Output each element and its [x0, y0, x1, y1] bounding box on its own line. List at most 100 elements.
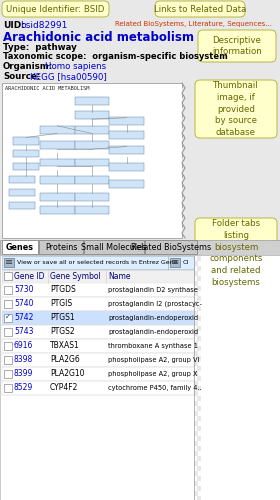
Bar [39, 240, 83, 254]
Text: 6916: 6916 [14, 342, 33, 350]
Text: Taxonomic scope:  organism-specific biosystem: Taxonomic scope: organism-specific biosy… [3, 52, 228, 61]
Text: 5730: 5730 [14, 286, 34, 294]
FancyBboxPatch shape [155, 1, 245, 17]
Bar [194, 341, 198, 346]
Text: prostaglandin D2 synthase: prostaglandin D2 synthase [108, 287, 198, 293]
Bar [182, 168, 186, 173]
Bar [182, 158, 186, 163]
Bar [182, 118, 186, 123]
Bar [197, 346, 201, 351]
Text: Proteins: Proteins [45, 242, 77, 252]
Bar [182, 88, 186, 93]
Bar [4, 342, 12, 349]
Text: phospholipase A2, group X: phospholipase A2, group X [108, 371, 197, 377]
Bar [194, 351, 198, 356]
Bar [182, 128, 186, 133]
Bar [74, 176, 109, 184]
Bar [74, 112, 109, 119]
Text: Arachidonic acid metabolism: Arachidonic acid metabolism [3, 31, 194, 44]
Text: bsid82991: bsid82991 [20, 21, 67, 30]
Bar [194, 431, 198, 436]
Bar [197, 256, 201, 261]
Bar [40, 142, 74, 150]
Bar [194, 291, 198, 296]
Text: Gene ID: Gene ID [14, 272, 45, 281]
Text: prostaglandin I2 (prostacyc-: prostaglandin I2 (prostacyc- [108, 300, 202, 307]
Bar [4, 370, 12, 378]
Bar [2, 240, 38, 254]
Text: Related BioSystems, Literature, Sequences...: Related BioSystems, Literature, Sequence… [115, 21, 272, 27]
Bar [4, 272, 12, 280]
Bar [109, 163, 144, 170]
Text: Thumbnail
image, if
provided
by source
database: Thumbnail image, if provided by source d… [213, 81, 259, 137]
Bar [4, 286, 12, 294]
Text: Source:: Source: [3, 72, 40, 81]
Bar [194, 361, 198, 366]
Bar [109, 146, 144, 154]
Bar [194, 371, 198, 376]
Bar [4, 300, 12, 308]
Text: 8398: 8398 [14, 356, 33, 364]
Bar [194, 381, 198, 386]
Bar [2, 297, 194, 311]
FancyBboxPatch shape [195, 218, 277, 288]
Bar [197, 446, 201, 451]
Bar [194, 301, 198, 306]
Bar [194, 481, 198, 486]
Text: 5743: 5743 [14, 328, 34, 336]
FancyBboxPatch shape [198, 30, 276, 62]
Bar [40, 158, 74, 166]
Bar [197, 366, 201, 371]
Bar [197, 296, 201, 301]
Text: 8399: 8399 [14, 370, 33, 378]
Text: Type:  pathway: Type: pathway [3, 43, 77, 52]
Bar [9, 189, 36, 196]
Bar [0, 255, 280, 500]
Bar [13, 138, 39, 144]
Text: Homo sapiens: Homo sapiens [45, 62, 106, 71]
Text: Descriptive
information: Descriptive information [212, 36, 262, 56]
Text: PLA2G10: PLA2G10 [50, 370, 85, 378]
Bar [197, 386, 201, 391]
Bar [197, 406, 201, 411]
Bar [9, 176, 36, 183]
Text: 5742: 5742 [14, 314, 33, 322]
Bar [2, 256, 194, 269]
Bar [197, 396, 201, 401]
Bar [194, 391, 198, 396]
Bar [194, 281, 198, 286]
Bar [197, 276, 201, 281]
Bar [4, 314, 12, 322]
Bar [194, 331, 198, 336]
Text: Folder tabs
listing
biosystem
components
and related
biosystems: Folder tabs listing biosystem components… [209, 219, 263, 287]
Text: prostaglandin-endoperoxid: prostaglandin-endoperoxid [108, 329, 198, 335]
Bar [9, 202, 36, 209]
Text: PTGDS: PTGDS [50, 286, 76, 294]
Bar [2, 339, 194, 353]
Text: Links to Related Data: Links to Related Data [154, 4, 246, 14]
Text: ✓: ✓ [5, 314, 11, 320]
Text: PLA2G6: PLA2G6 [50, 356, 80, 364]
Bar [194, 451, 198, 456]
Bar [40, 193, 74, 201]
Bar [2, 311, 194, 325]
Bar [40, 206, 74, 214]
Bar [194, 271, 198, 276]
Bar [2, 325, 194, 339]
Text: PTGIS: PTGIS [50, 300, 72, 308]
Bar [2, 367, 194, 381]
Bar [2, 270, 194, 283]
Bar [74, 142, 109, 150]
Bar [182, 208, 186, 213]
Text: ARACHIDONIC ACID METABOLISM: ARACHIDONIC ACID METABOLISM [5, 86, 89, 91]
Text: UID:: UID: [3, 21, 25, 30]
Bar [197, 286, 201, 291]
Bar [13, 150, 39, 158]
Text: ≡: ≡ [5, 257, 13, 267]
Bar [109, 117, 144, 125]
Bar [182, 218, 186, 223]
Bar [194, 491, 198, 496]
Bar [170, 258, 180, 266]
Bar [74, 97, 109, 105]
Bar [182, 98, 186, 103]
